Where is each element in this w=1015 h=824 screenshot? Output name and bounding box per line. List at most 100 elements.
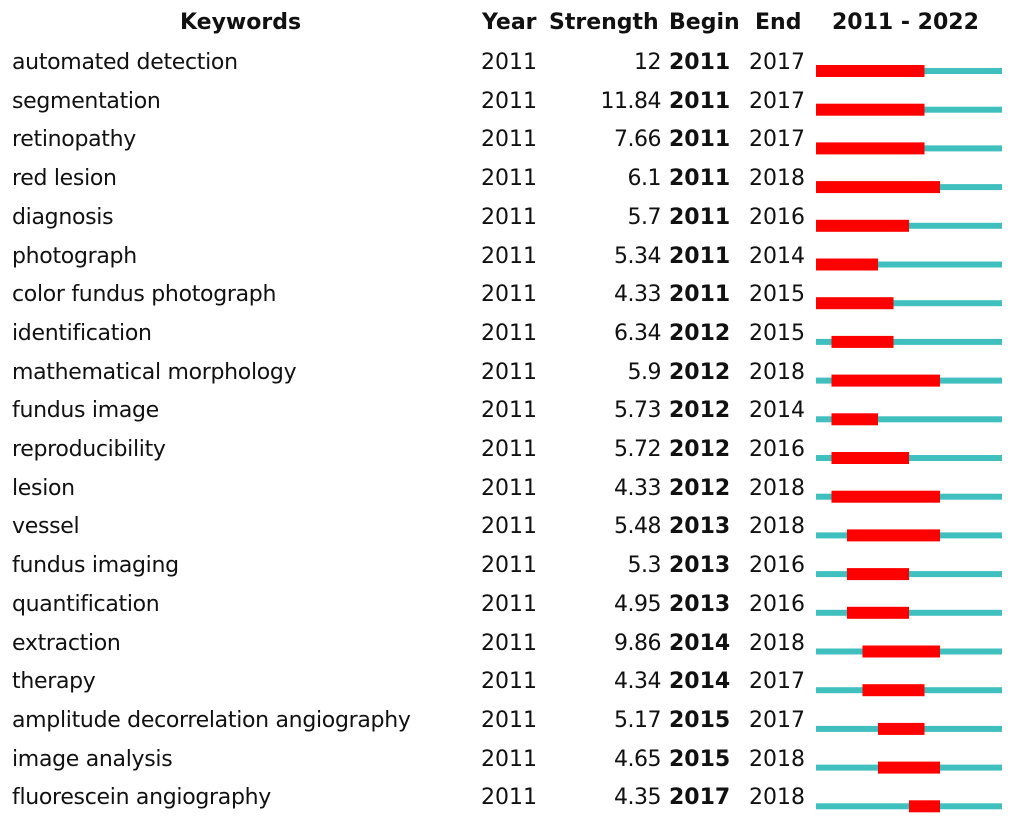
end-cell: 2018: [749, 359, 805, 385]
burst-bar: [816, 258, 878, 271]
table-row: mathematical morphology 2011 5.9 2012 2018: [0, 354, 1015, 393]
table-row: quantification 2011 4.95 2013 2016: [0, 586, 1015, 625]
burst-bar: [831, 413, 878, 426]
year-cell: 2011: [481, 437, 537, 462]
year-cell: 2011: [481, 359, 537, 385]
table-row: automated detection 2011 12 2011 2017: [0, 44, 1015, 83]
table-row: lesion 2011 4.33 2012 2018: [0, 470, 1015, 509]
end-cell: 2014: [749, 243, 805, 269]
table-row: fundus imaging 2011 5.3 2013 2016: [0, 547, 1015, 586]
year-cell: 2011: [481, 514, 537, 540]
end-cell: 2015: [749, 320, 805, 346]
begin-cell: 2011: [669, 204, 731, 230]
strength-cell: 5.34: [614, 243, 661, 269]
keyword-cell: lesion: [12, 475, 75, 501]
keyword-cell: red lesion: [12, 166, 117, 192]
burst-bar: [878, 761, 940, 774]
begin-cell: 2011: [669, 243, 731, 269]
end-cell: 2014: [749, 398, 805, 424]
strength-cell: 6.34: [614, 320, 661, 346]
strength-cell: 4.95: [614, 591, 661, 617]
keyword-cell: vessel: [12, 514, 80, 540]
keyword-cell: mathematical morphology: [12, 359, 297, 385]
end-cell: 2016: [749, 553, 805, 579]
header-strength: Strength: [549, 10, 659, 35]
end-cell: 2016: [749, 437, 805, 462]
begin-cell: 2013: [669, 591, 731, 617]
end-cell: 2015: [749, 282, 805, 308]
strength-cell: 4.35: [614, 785, 661, 811]
end-cell: 2017: [749, 50, 805, 75]
keyword-cell: fundus imaging: [12, 553, 179, 579]
year-cell: 2011: [481, 127, 537, 153]
end-cell: 2018: [749, 630, 805, 656]
keyword-cell: automated detection: [12, 50, 238, 75]
year-cell: 2011: [481, 243, 537, 269]
keyword-cell: identification: [12, 320, 152, 346]
year-cell: 2011: [481, 669, 537, 695]
header-end: End: [755, 10, 802, 35]
year-cell: 2011: [481, 475, 537, 501]
end-cell: 2017: [749, 707, 805, 733]
begin-cell: 2011: [669, 127, 731, 153]
strength-cell: 5.7: [627, 204, 662, 230]
year-cell: 2011: [481, 282, 537, 308]
burst-bar: [816, 297, 894, 310]
keyword-cell: segmentation: [12, 88, 161, 114]
burst-bar: [847, 606, 909, 619]
table-row: identification 2011 6.34 2012 2015: [0, 315, 1015, 354]
table-row: fluorescein angiography 2011 4.35 2017 2018: [0, 779, 1015, 818]
strength-cell: 5.17: [614, 707, 661, 733]
burst-bar: [878, 722, 925, 735]
strength-cell: 7.66: [614, 127, 661, 153]
table-row: reproducibility 2011 5.72 2012 2016: [0, 431, 1015, 470]
begin-cell: 2012: [669, 359, 731, 385]
strength-cell: 4.65: [614, 746, 661, 772]
keyword-cell: quantification: [12, 591, 160, 617]
table-row: red lesion 2011 6.1 2011 2018: [0, 160, 1015, 199]
table-row: amplitude decorrelation angiography 2011 5…: [0, 702, 1015, 741]
strength-cell: 5.48: [614, 514, 661, 540]
table-row: diagnosis 2011 5.7 2011 2016: [0, 199, 1015, 238]
table-row: retinopathy 2011 7.66 2011 2017: [0, 121, 1015, 160]
strength-cell: 5.9: [627, 359, 662, 385]
end-cell: 2018: [749, 166, 805, 192]
year-cell: 2011: [481, 630, 537, 656]
table-row: segmentation 2011 11.84 2011 2017: [0, 83, 1015, 122]
begin-cell: 2011: [669, 282, 731, 308]
burst-bar: [816, 219, 909, 232]
strength-cell: 4.33: [614, 282, 661, 308]
keyword-cell: diagnosis: [12, 204, 114, 230]
end-cell: 2017: [749, 88, 805, 114]
table-row: fundus image 2011 5.73 2012 2014: [0, 392, 1015, 431]
begin-cell: 2013: [669, 553, 731, 579]
begin-cell: 2017: [669, 785, 731, 811]
burst-bar: [831, 374, 940, 387]
header-begin: Begin: [669, 10, 740, 35]
burst-bar: [847, 568, 909, 581]
timeline-baseline: [816, 261, 1002, 268]
burst-bar: [909, 800, 940, 813]
strength-cell: 5.73: [614, 398, 661, 424]
end-cell: 2018: [749, 475, 805, 501]
keyword-cell: reproducibility: [12, 437, 166, 462]
year-cell: 2011: [481, 320, 537, 346]
burst-bar: [862, 684, 925, 697]
end-cell: 2016: [749, 591, 805, 617]
keyword-cell: photograph: [12, 243, 137, 269]
end-cell: 2018: [749, 785, 805, 811]
burst-bar: [816, 103, 925, 116]
year-cell: 2011: [481, 166, 537, 192]
strength-cell: 5.72: [614, 437, 661, 462]
keyword-cell: therapy: [12, 669, 96, 695]
keyword-cell: color fundus photograph: [12, 282, 277, 308]
table-row: image analysis 2011 4.65 2015 2018: [0, 741, 1015, 780]
year-cell: 2011: [481, 398, 537, 424]
strength-cell: 11.84: [600, 88, 662, 114]
timeline-baseline: [816, 300, 1002, 307]
end-cell: 2018: [749, 746, 805, 772]
table-row: color fundus photograph 2011 4.33 2011 2015: [0, 276, 1015, 315]
keyword-cell: retinopathy: [12, 127, 136, 153]
